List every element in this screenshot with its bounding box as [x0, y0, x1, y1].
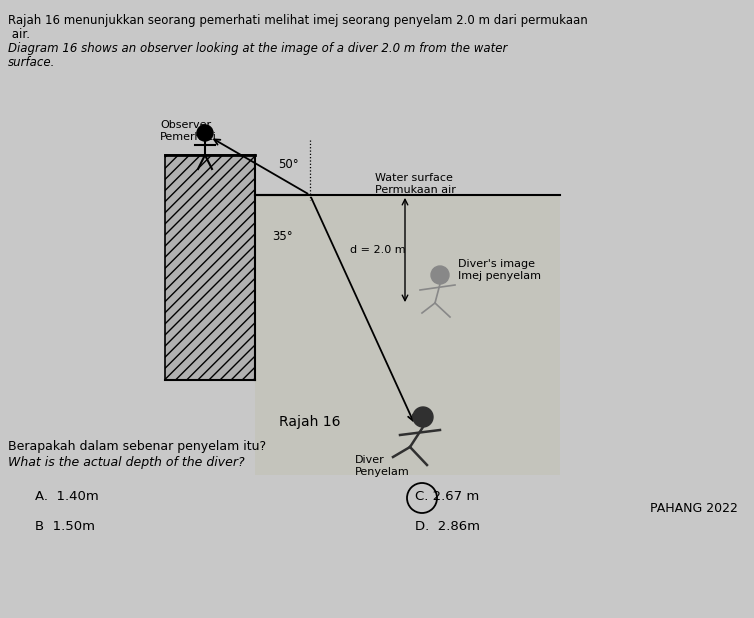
Text: A.  1.40m: A. 1.40m: [35, 490, 99, 503]
Text: Diver's image
Imej penyelam: Diver's image Imej penyelam: [458, 259, 541, 281]
Text: 35°: 35°: [271, 231, 293, 243]
Circle shape: [413, 407, 433, 427]
Bar: [255, 195, 560, 475]
Bar: [165, 155, 255, 380]
Text: What is the actual depth of the diver?: What is the actual depth of the diver?: [8, 456, 244, 469]
Text: Berapakah dalam sebenar penyelam itu?: Berapakah dalam sebenar penyelam itu?: [8, 440, 266, 453]
Text: d = 2.0 m: d = 2.0 m: [350, 245, 406, 255]
Text: B  1.50m: B 1.50m: [35, 520, 95, 533]
Text: Diver
Penyelam: Diver Penyelam: [355, 455, 409, 476]
Text: C. 2.67 m: C. 2.67 m: [415, 490, 480, 503]
Text: Water surface
Permukaan air: Water surface Permukaan air: [375, 173, 456, 195]
Circle shape: [197, 125, 213, 141]
Text: Observer
Pemerhati: Observer Pemerhati: [160, 120, 217, 142]
Text: Diagram 16 shows an observer looking at the image of a diver 2.0 m from the wate: Diagram 16 shows an observer looking at …: [8, 42, 507, 55]
Text: Rajah 16: Rajah 16: [279, 415, 341, 429]
Text: 50°: 50°: [277, 158, 299, 172]
Text: Rajah 16 menunjukkan seorang pemerhati melihat imej seorang penyelam 2.0 m dari : Rajah 16 menunjukkan seorang pemerhati m…: [8, 14, 588, 27]
Text: PAHANG 2022: PAHANG 2022: [650, 501, 738, 515]
Text: D.  2.86m: D. 2.86m: [415, 520, 480, 533]
Text: air.: air.: [8, 28, 30, 41]
Text: surface.: surface.: [8, 56, 55, 69]
Circle shape: [431, 266, 449, 284]
